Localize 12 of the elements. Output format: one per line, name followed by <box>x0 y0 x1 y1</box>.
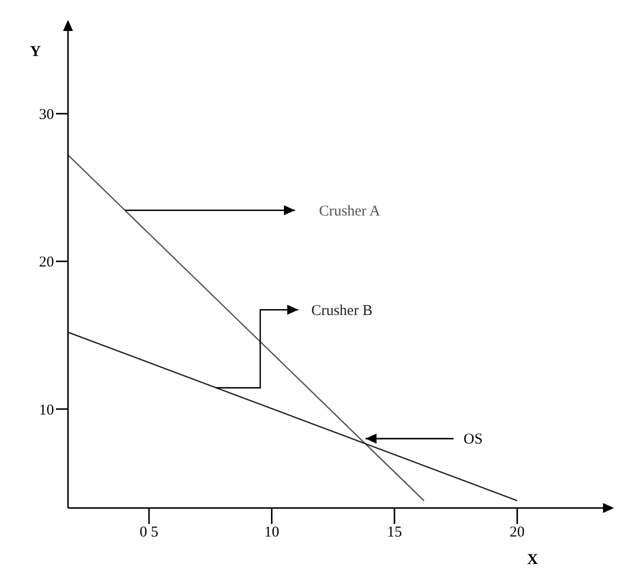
text: Crusher B <box>311 302 372 319</box>
annotation: OS <box>464 432 483 448</box>
x-tick-label: 0 5 <box>140 524 158 541</box>
y-axis-title: Y <box>30 44 41 60</box>
x-tick-label: 10 <box>264 524 280 541</box>
text: Crusher A <box>318 203 380 220</box>
y-tick-label: 10 <box>39 402 54 418</box>
x-axis-title: X <box>527 552 538 568</box>
y-tick-label: 20 <box>39 254 54 271</box>
x-tick-label: 15 <box>386 524 402 541</box>
x-tick-label: 20 <box>510 524 525 541</box>
y-tick-label: 30 <box>39 106 54 123</box>
